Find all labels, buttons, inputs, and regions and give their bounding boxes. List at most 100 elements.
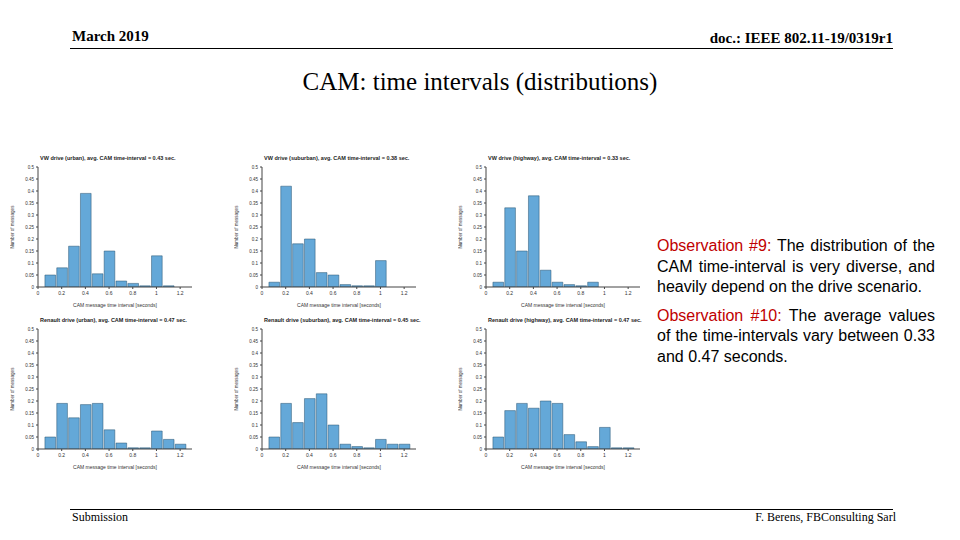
svg-text:0.6: 0.6 bbox=[554, 290, 561, 296]
svg-text:0.4: 0.4 bbox=[82, 290, 89, 296]
svg-text:0.1: 0.1 bbox=[476, 261, 483, 266]
svg-text:0.05: 0.05 bbox=[25, 435, 34, 440]
svg-text:0.1: 0.1 bbox=[28, 423, 35, 428]
svg-text:0.35: 0.35 bbox=[25, 363, 34, 368]
svg-text:0.35: 0.35 bbox=[249, 363, 258, 368]
svg-text:Number of messages: Number of messages bbox=[10, 205, 15, 249]
svg-text:0.1: 0.1 bbox=[28, 261, 35, 266]
svg-text:0.05: 0.05 bbox=[249, 435, 258, 440]
svg-text:1: 1 bbox=[155, 290, 158, 296]
svg-text:0.3: 0.3 bbox=[252, 213, 259, 218]
svg-text:0.1: 0.1 bbox=[476, 423, 483, 428]
svg-text:0.1: 0.1 bbox=[252, 423, 259, 428]
svg-text:0.5: 0.5 bbox=[28, 327, 35, 332]
svg-text:CAM message time interval [sec: CAM message time interval [seconds] bbox=[521, 464, 606, 470]
svg-text:0.05: 0.05 bbox=[473, 435, 482, 440]
svg-text:0.6: 0.6 bbox=[106, 290, 113, 296]
svg-text:0.35: 0.35 bbox=[473, 363, 482, 368]
svg-text:0: 0 bbox=[485, 290, 488, 296]
svg-text:Number of messages: Number of messages bbox=[234, 367, 239, 411]
svg-text:0.15: 0.15 bbox=[473, 249, 482, 254]
svg-text:0.8: 0.8 bbox=[353, 452, 360, 458]
svg-text:0.2: 0.2 bbox=[58, 452, 65, 458]
svg-text:0.45: 0.45 bbox=[249, 177, 258, 182]
svg-text:0.15: 0.15 bbox=[25, 411, 34, 416]
svg-text:0: 0 bbox=[255, 285, 258, 290]
svg-text:1: 1 bbox=[379, 290, 382, 296]
svg-text:0.4: 0.4 bbox=[476, 351, 483, 356]
svg-text:0.2: 0.2 bbox=[506, 452, 513, 458]
svg-text:Number of messages: Number of messages bbox=[458, 367, 463, 411]
svg-text:0.05: 0.05 bbox=[25, 273, 34, 278]
svg-text:0.2: 0.2 bbox=[58, 290, 65, 296]
svg-text:Number of messages: Number of messages bbox=[458, 205, 463, 249]
svg-text:Number of messages: Number of messages bbox=[234, 205, 239, 249]
svg-text:0.5: 0.5 bbox=[252, 165, 259, 170]
svg-text:1: 1 bbox=[155, 452, 158, 458]
svg-text:0.25: 0.25 bbox=[25, 225, 34, 230]
svg-text:0.3: 0.3 bbox=[28, 375, 35, 380]
svg-text:1: 1 bbox=[379, 452, 382, 458]
svg-text:1: 1 bbox=[603, 290, 606, 296]
svg-text:0.6: 0.6 bbox=[330, 452, 337, 458]
svg-text:0.4: 0.4 bbox=[306, 290, 313, 296]
svg-text:0.2: 0.2 bbox=[28, 399, 35, 404]
svg-text:0.2: 0.2 bbox=[282, 452, 289, 458]
svg-text:1.2: 1.2 bbox=[177, 290, 184, 296]
svg-text:0.15: 0.15 bbox=[473, 411, 482, 416]
svg-text:0.1: 0.1 bbox=[252, 261, 259, 266]
svg-text:0.5: 0.5 bbox=[476, 327, 483, 332]
svg-text:0.2: 0.2 bbox=[476, 237, 483, 242]
svg-text:CAM message time interval [sec: CAM message time interval [seconds] bbox=[73, 302, 158, 308]
svg-text:0: 0 bbox=[479, 447, 482, 452]
svg-text:0.8: 0.8 bbox=[129, 290, 136, 296]
svg-text:0.2: 0.2 bbox=[252, 237, 259, 242]
svg-text:0: 0 bbox=[31, 447, 34, 452]
svg-text:0: 0 bbox=[255, 447, 258, 452]
svg-text:0.25: 0.25 bbox=[25, 387, 34, 392]
svg-text:0: 0 bbox=[485, 452, 488, 458]
svg-text:0.3: 0.3 bbox=[476, 375, 483, 380]
svg-text:1.2: 1.2 bbox=[177, 452, 184, 458]
svg-text:0.5: 0.5 bbox=[28, 165, 35, 170]
svg-text:0.5: 0.5 bbox=[476, 165, 483, 170]
svg-text:0.2: 0.2 bbox=[28, 237, 35, 242]
svg-text:0.3: 0.3 bbox=[476, 213, 483, 218]
svg-text:0.45: 0.45 bbox=[473, 177, 482, 182]
svg-text:1.2: 1.2 bbox=[625, 452, 632, 458]
svg-text:0: 0 bbox=[261, 452, 264, 458]
svg-text:0: 0 bbox=[261, 290, 264, 296]
svg-text:1.2: 1.2 bbox=[401, 290, 408, 296]
svg-text:0.4: 0.4 bbox=[530, 290, 537, 296]
svg-text:1.2: 1.2 bbox=[625, 290, 632, 296]
svg-text:0.45: 0.45 bbox=[249, 339, 258, 344]
svg-text:0.35: 0.35 bbox=[25, 201, 34, 206]
svg-text:0.8: 0.8 bbox=[129, 452, 136, 458]
svg-text:0.4: 0.4 bbox=[306, 452, 313, 458]
svg-text:0: 0 bbox=[37, 290, 40, 296]
svg-text:1.2: 1.2 bbox=[401, 452, 408, 458]
svg-text:0.4: 0.4 bbox=[252, 189, 259, 194]
svg-text:0.35: 0.35 bbox=[473, 201, 482, 206]
svg-text:0: 0 bbox=[479, 285, 482, 290]
svg-text:0.8: 0.8 bbox=[577, 452, 584, 458]
svg-text:0.6: 0.6 bbox=[554, 452, 561, 458]
svg-text:0.45: 0.45 bbox=[25, 177, 34, 182]
svg-text:0.8: 0.8 bbox=[577, 290, 584, 296]
svg-text:0.2: 0.2 bbox=[506, 290, 513, 296]
svg-text:Number of messages: Number of messages bbox=[10, 367, 15, 411]
svg-text:0.25: 0.25 bbox=[249, 225, 258, 230]
svg-text:CAM message time interval [sec: CAM message time interval [seconds] bbox=[297, 302, 382, 308]
svg-text:0.3: 0.3 bbox=[252, 375, 259, 380]
svg-text:CAM message time interval [sec: CAM message time interval [seconds] bbox=[521, 302, 606, 308]
svg-text:0.25: 0.25 bbox=[249, 387, 258, 392]
svg-text:0.6: 0.6 bbox=[330, 290, 337, 296]
svg-text:0.05: 0.05 bbox=[473, 273, 482, 278]
svg-text:0.15: 0.15 bbox=[249, 411, 258, 416]
svg-text:0.45: 0.45 bbox=[25, 339, 34, 344]
svg-text:0.4: 0.4 bbox=[28, 189, 35, 194]
svg-text:0.3: 0.3 bbox=[28, 213, 35, 218]
svg-text:0.05: 0.05 bbox=[249, 273, 258, 278]
svg-text:0.15: 0.15 bbox=[25, 249, 34, 254]
svg-text:CAM message time interval [sec: CAM message time interval [seconds] bbox=[297, 464, 382, 470]
